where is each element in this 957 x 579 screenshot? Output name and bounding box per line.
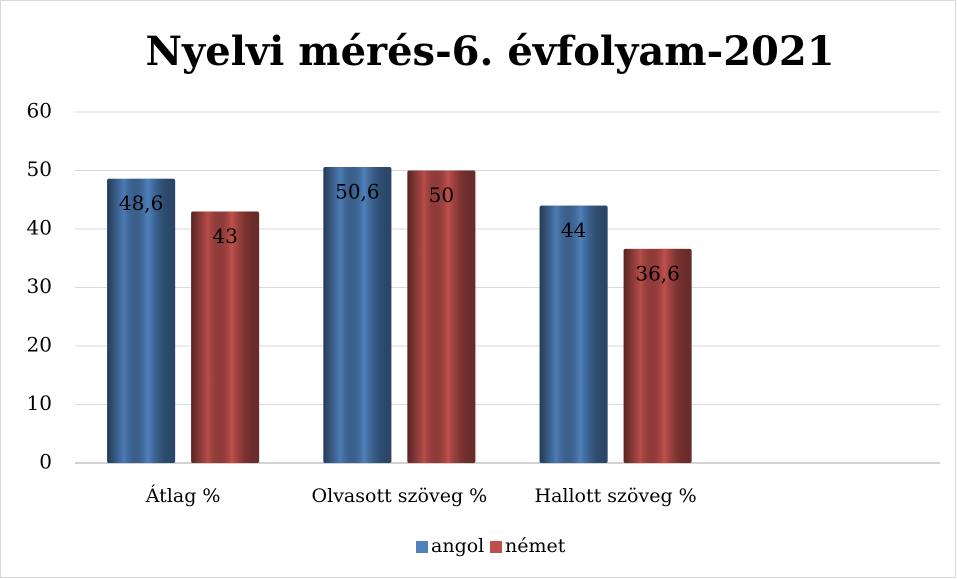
bar [107, 178, 176, 463]
legend-label: német [505, 535, 566, 557]
x-tick-label: Olvasott szöveg % [312, 485, 488, 507]
y-tick-label: 60 [27, 99, 52, 123]
data-label: 50 [429, 183, 454, 207]
x-tick-label: Átlag % [145, 484, 221, 507]
x-tick-label: Hallott szöveg % [535, 485, 697, 507]
bar [191, 211, 260, 463]
y-tick-label: 0 [39, 450, 52, 474]
legend-swatch [490, 541, 502, 553]
bar [407, 170, 476, 463]
y-tick-label: 30 [27, 274, 52, 298]
y-tick-label: 20 [27, 333, 52, 357]
bar [539, 205, 608, 463]
y-tick-label: 50 [27, 157, 52, 181]
data-label: 36,6 [635, 261, 680, 285]
data-label: 44 [561, 218, 586, 242]
bar [323, 166, 392, 464]
y-tick-label: 40 [27, 216, 52, 240]
data-label: 48,6 [119, 191, 164, 215]
y-tick-label: 10 [27, 391, 52, 415]
data-label: 50,6 [335, 179, 380, 203]
legend-swatch [416, 541, 428, 553]
chart-title: Nyelvi mérés-6. évfolyam-2021 [145, 28, 834, 75]
data-label: 43 [212, 224, 237, 248]
legend-label: angol [431, 535, 484, 557]
